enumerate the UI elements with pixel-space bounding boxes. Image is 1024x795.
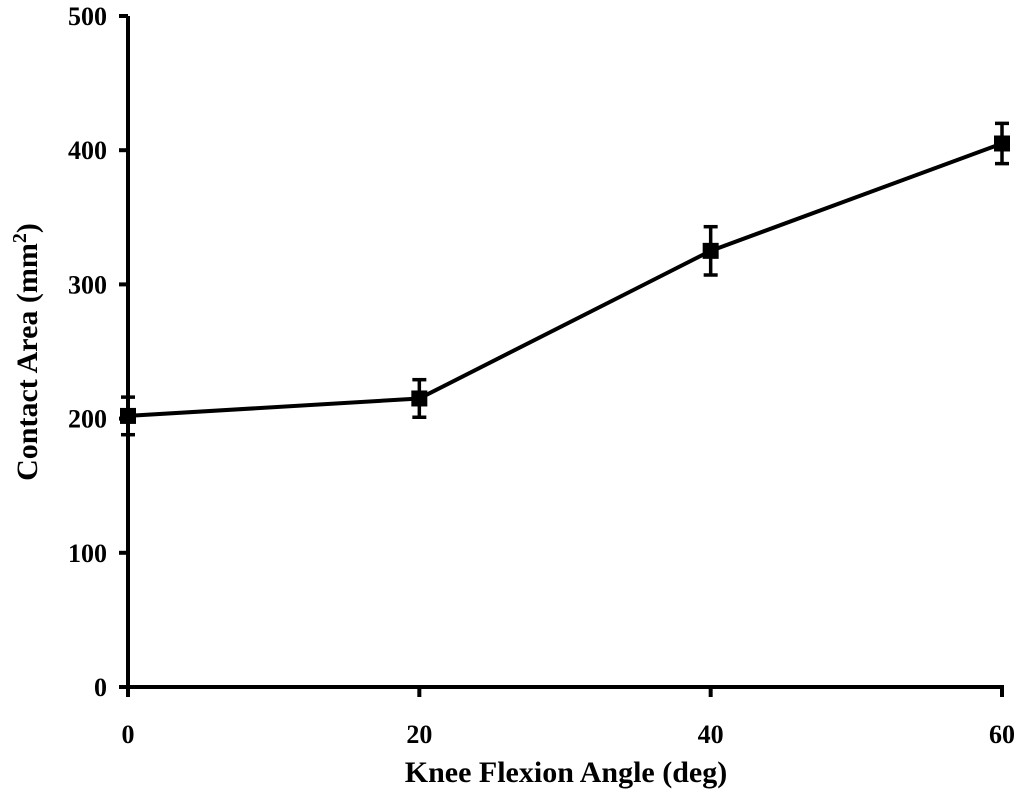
y-axis-title-suffix: )	[11, 223, 44, 233]
x-tick-label: 60	[989, 720, 1015, 749]
data-series	[120, 121, 1010, 437]
data-point-marker	[994, 135, 1010, 152]
y-axis-title: Contact Area (mm2)	[9, 223, 44, 481]
x-axis-title: Knee Flexion Angle (deg)	[405, 756, 727, 789]
data-point-marker	[120, 407, 136, 424]
y-axis-ticks: 0 100 200 300 400 500	[68, 2, 128, 702]
x-tick-label: 0	[122, 720, 135, 749]
y-tick-label: 200	[68, 405, 107, 434]
data-point-marker	[411, 390, 428, 407]
x-tick-label: 40	[698, 720, 724, 749]
y-tick-label: 400	[68, 136, 107, 165]
x-axis-ticks: 0 20 40 60	[122, 687, 1015, 749]
y-tick-label: 100	[68, 539, 107, 568]
y-tick-label: 0	[94, 673, 107, 702]
y-tick-label: 500	[68, 2, 107, 31]
x-tick-label: 20	[406, 720, 432, 749]
data-point-marker	[702, 242, 719, 259]
y-axis-title-main: Contact Area (mm	[11, 243, 44, 481]
y-tick-label: 300	[68, 270, 107, 299]
axes	[126, 16, 1004, 689]
series-line	[127, 141, 1003, 418]
y-axis-title-superscript: 2	[9, 233, 31, 243]
